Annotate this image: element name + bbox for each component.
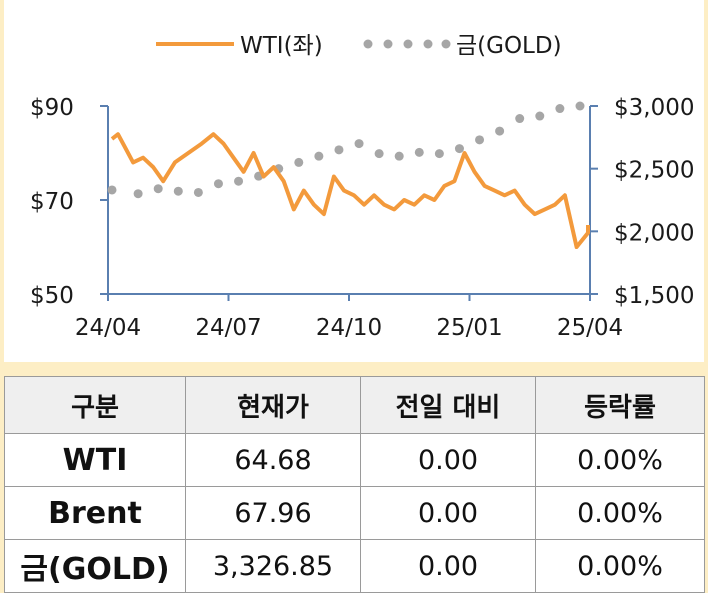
gold-point bbox=[213, 179, 223, 189]
legend: WTI(좌) 금(GOLD) bbox=[156, 33, 562, 59]
wti-line bbox=[110, 132, 590, 249]
row-price: 3,326.85 bbox=[185, 539, 361, 593]
row-change: 0.00 bbox=[360, 486, 536, 540]
legend-gold-dot bbox=[423, 39, 433, 49]
legend-gold-swatch bbox=[363, 39, 451, 49]
right-tick-label: $2,500 bbox=[614, 158, 694, 184]
col-header-change: 전일 대비 bbox=[360, 376, 536, 434]
row-price: 67.96 bbox=[185, 486, 361, 540]
gold-point bbox=[374, 149, 384, 159]
x-tick-label: 24/10 bbox=[316, 315, 382, 341]
row-name: WTI bbox=[4, 433, 186, 487]
gold-point bbox=[515, 114, 525, 124]
gold-point bbox=[535, 111, 545, 121]
legend-gold-label: 금(GOLD) bbox=[456, 33, 562, 59]
x-tick-label: 24/07 bbox=[195, 315, 261, 341]
x-tick-label: 25/04 bbox=[557, 315, 623, 341]
gold-point bbox=[475, 135, 485, 145]
gold-point bbox=[234, 176, 244, 186]
wti-series bbox=[110, 132, 590, 249]
left-tick-label: $90 bbox=[30, 95, 74, 121]
x-axis-ticks: 24/04 24/07 24/10 25/01 25/04 bbox=[75, 294, 623, 341]
gold-point bbox=[294, 157, 304, 167]
row-change: 0.00 bbox=[360, 539, 536, 593]
row-rate: 0.00% bbox=[535, 539, 705, 593]
quote-table: 구분 현재가 전일 대비 등락률 WTI 64.68 0.00 0.00% Br… bbox=[4, 376, 705, 593]
row-name: 금(GOLD) bbox=[4, 539, 186, 593]
legend-gold-dot bbox=[441, 39, 451, 49]
gold-point bbox=[495, 126, 505, 136]
legend-wti-label: WTI(좌) bbox=[240, 33, 323, 59]
gold-point bbox=[434, 149, 444, 159]
gold-point bbox=[575, 101, 585, 111]
table-row: 금(GOLD) 3,326.85 0.00 0.00% bbox=[4, 539, 705, 593]
gold-point bbox=[414, 147, 424, 157]
gold-point bbox=[193, 187, 203, 197]
gold-point bbox=[394, 151, 404, 161]
row-name: Brent bbox=[4, 486, 186, 540]
gold-point bbox=[314, 151, 324, 161]
row-rate: 0.00% bbox=[535, 486, 705, 540]
row-price: 64.68 bbox=[185, 433, 361, 487]
col-header-price: 현재가 bbox=[185, 376, 361, 434]
left-tick-label: $50 bbox=[30, 283, 74, 309]
table-row: Brent 67.96 0.00 0.00% bbox=[4, 486, 705, 540]
col-header-category: 구분 bbox=[4, 376, 186, 434]
legend-gold-dot bbox=[383, 39, 393, 49]
right-tick-label: $3,000 bbox=[614, 95, 694, 121]
gold-point bbox=[173, 186, 183, 196]
gold-point bbox=[153, 184, 163, 194]
right-tick-label: $1,500 bbox=[614, 283, 694, 309]
col-header-rate: 등락률 bbox=[535, 376, 705, 434]
gold-point bbox=[133, 189, 143, 199]
right-axis-ticks: $3,000 $2,500 $2,000 $1,500 bbox=[590, 95, 694, 309]
gold-point bbox=[354, 139, 364, 149]
price-chart: WTI(좌) 금(GOLD) $90 $70 $50 $3,000 $2,500 $2,… bbox=[30, 33, 694, 341]
row-rate: 0.00% bbox=[535, 433, 705, 487]
gold-point bbox=[107, 185, 117, 195]
chart-panel: WTI(좌) 금(GOLD) $90 $70 $50 $3,000 $2,500 $2,… bbox=[4, 0, 704, 362]
x-tick-label: 24/04 bbox=[75, 315, 141, 341]
table-row: WTI 64.68 0.00 0.00% bbox=[4, 433, 705, 487]
row-change: 0.00 bbox=[360, 433, 536, 487]
legend-gold-dot bbox=[403, 39, 413, 49]
right-tick-label: $2,000 bbox=[614, 220, 694, 246]
table-header-row: 구분 현재가 전일 대비 등락률 bbox=[4, 376, 705, 434]
left-axis-ticks: $90 $70 $50 bbox=[30, 95, 108, 309]
gold-point bbox=[555, 104, 565, 114]
left-tick-label: $70 bbox=[30, 189, 74, 215]
legend-gold-dot bbox=[363, 39, 373, 49]
gold-point bbox=[334, 145, 344, 155]
x-tick-label: 25/01 bbox=[436, 315, 502, 341]
gold-point bbox=[454, 144, 464, 154]
gold-series bbox=[107, 101, 585, 199]
